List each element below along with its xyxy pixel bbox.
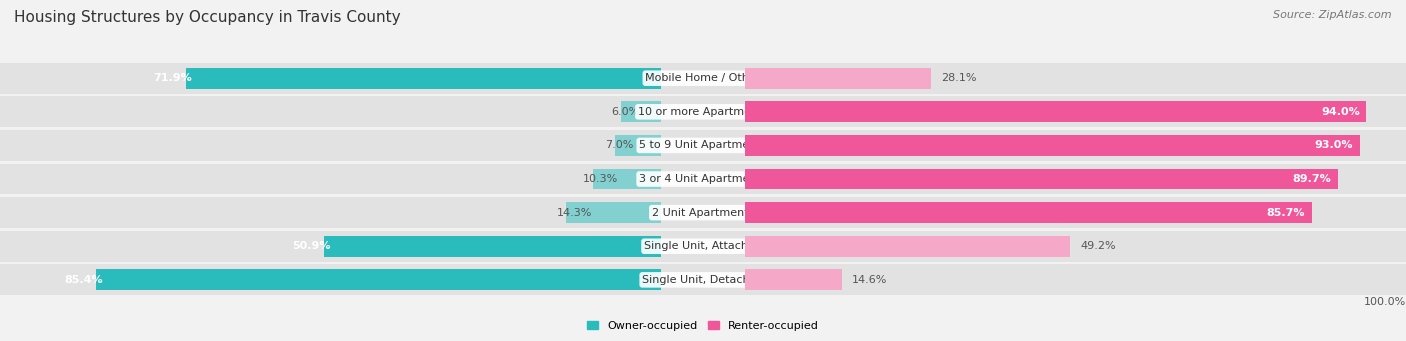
Bar: [97, 269, 661, 290]
Bar: [325, 236, 661, 257]
Bar: [0, 197, 661, 228]
Bar: [652, 130, 661, 161]
Text: Housing Structures by Occupancy in Travis County: Housing Structures by Occupancy in Travi…: [14, 10, 401, 25]
Bar: [0, 97, 661, 127]
Text: 10 or more Apartments: 10 or more Apartments: [638, 107, 768, 117]
Bar: [745, 202, 1312, 223]
Bar: [745, 135, 1360, 156]
Bar: [745, 164, 1406, 194]
Bar: [745, 68, 931, 89]
Text: 94.0%: 94.0%: [1322, 107, 1360, 117]
Bar: [661, 197, 745, 228]
Text: Single Unit, Detached: Single Unit, Detached: [643, 275, 763, 285]
Bar: [745, 197, 752, 228]
Bar: [661, 63, 745, 94]
Bar: [745, 164, 752, 194]
Bar: [661, 264, 745, 295]
Text: 93.0%: 93.0%: [1315, 140, 1353, 150]
Bar: [661, 197, 745, 228]
Bar: [567, 202, 661, 223]
Bar: [745, 63, 752, 94]
Bar: [654, 197, 661, 228]
Bar: [652, 97, 661, 127]
Bar: [593, 168, 661, 190]
Bar: [745, 130, 1406, 161]
Bar: [745, 231, 1406, 262]
Text: 49.2%: 49.2%: [1080, 241, 1116, 251]
Text: 50.9%: 50.9%: [292, 241, 330, 251]
Text: 89.7%: 89.7%: [1292, 174, 1331, 184]
Bar: [745, 168, 1339, 190]
Bar: [745, 197, 1406, 228]
Bar: [661, 231, 745, 262]
Bar: [745, 264, 752, 295]
Bar: [0, 264, 661, 295]
Bar: [0, 130, 661, 161]
Bar: [661, 97, 745, 127]
Bar: [661, 164, 745, 194]
Bar: [745, 264, 1406, 295]
Bar: [621, 101, 661, 122]
Bar: [745, 63, 1406, 94]
Text: Source: ZipAtlas.com: Source: ZipAtlas.com: [1274, 10, 1392, 20]
Bar: [0, 231, 661, 262]
Text: 14.3%: 14.3%: [557, 208, 592, 218]
Bar: [0, 63, 661, 94]
Bar: [745, 97, 752, 127]
Bar: [654, 231, 661, 262]
Bar: [0, 164, 661, 194]
Text: 28.1%: 28.1%: [941, 73, 976, 83]
Text: Mobile Home / Other: Mobile Home / Other: [645, 73, 761, 83]
Bar: [661, 164, 745, 194]
Text: 100.0%: 100.0%: [1364, 297, 1406, 307]
Bar: [745, 269, 842, 290]
Text: 6.0%: 6.0%: [612, 107, 640, 117]
Bar: [614, 135, 661, 156]
Bar: [661, 264, 745, 295]
Bar: [661, 231, 745, 262]
Legend: Owner-occupied, Renter-occupied: Owner-occupied, Renter-occupied: [582, 316, 824, 336]
Bar: [745, 231, 752, 262]
Text: 10.3%: 10.3%: [583, 174, 619, 184]
Text: 14.6%: 14.6%: [852, 275, 887, 285]
Bar: [745, 130, 752, 161]
Bar: [652, 63, 661, 94]
Text: 71.9%: 71.9%: [153, 73, 193, 83]
Bar: [745, 101, 1367, 122]
Bar: [661, 130, 745, 161]
Bar: [661, 63, 745, 94]
Bar: [745, 236, 1070, 257]
Bar: [661, 97, 745, 127]
Bar: [661, 130, 745, 161]
Bar: [654, 264, 661, 295]
Text: 85.7%: 85.7%: [1267, 208, 1305, 218]
Text: 85.4%: 85.4%: [65, 275, 103, 285]
Text: 5 to 9 Unit Apartments: 5 to 9 Unit Apartments: [640, 140, 766, 150]
Bar: [186, 68, 661, 89]
Bar: [745, 97, 1406, 127]
Text: Single Unit, Attached: Single Unit, Attached: [644, 241, 762, 251]
Text: 7.0%: 7.0%: [605, 140, 633, 150]
Text: 2 Unit Apartments: 2 Unit Apartments: [652, 208, 754, 218]
Bar: [654, 164, 661, 194]
Text: 3 or 4 Unit Apartments: 3 or 4 Unit Apartments: [640, 174, 766, 184]
